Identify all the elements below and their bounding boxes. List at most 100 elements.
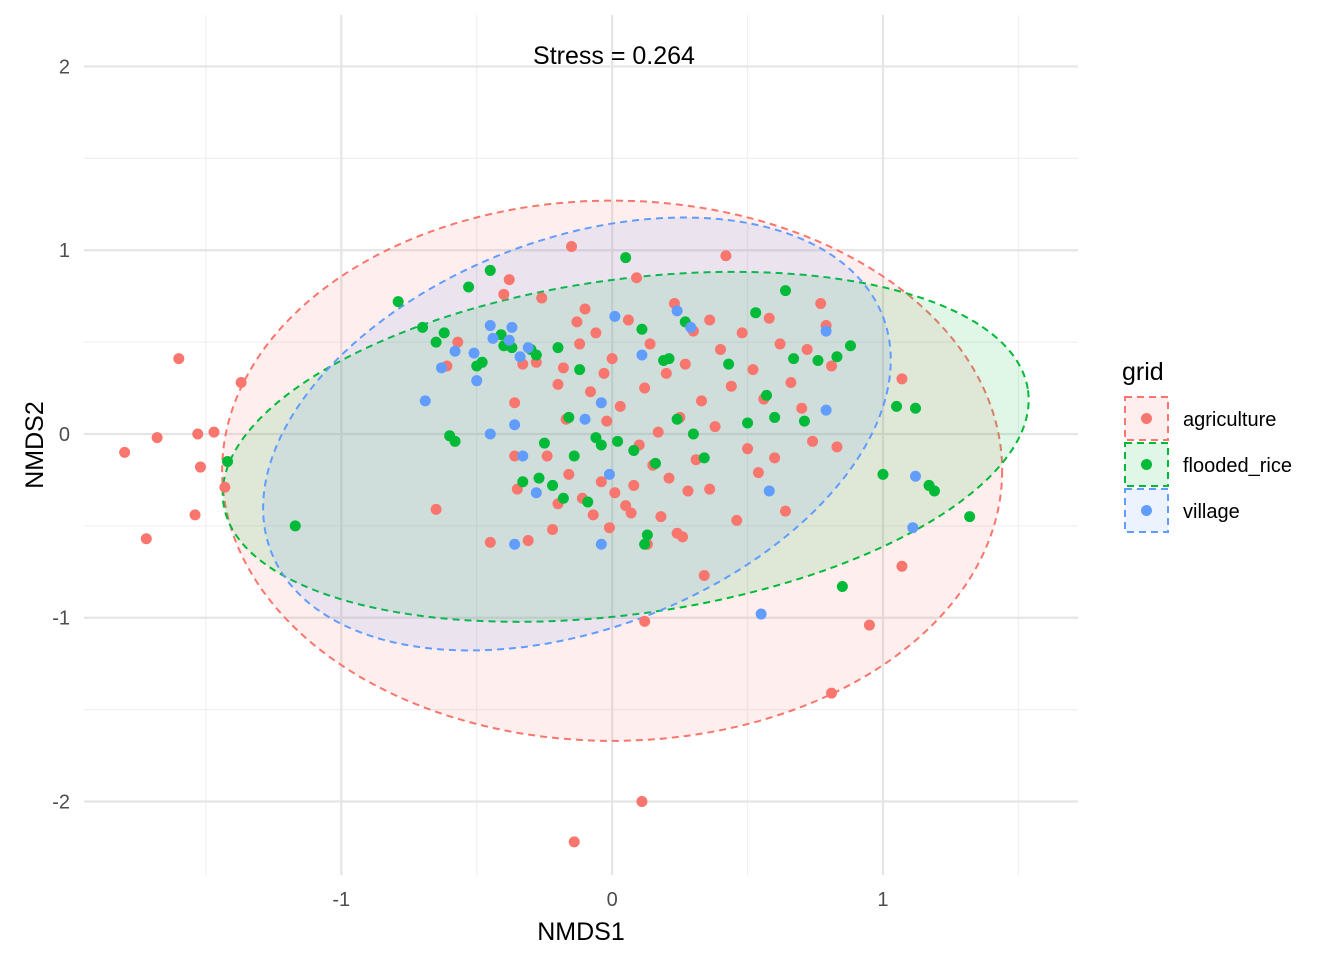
point-agriculture bbox=[785, 377, 797, 389]
point-flooded_rice bbox=[831, 351, 843, 363]
point-flooded_rice bbox=[641, 529, 653, 541]
point-flooded_rice bbox=[430, 336, 442, 348]
point-agriculture bbox=[652, 426, 664, 438]
point-flooded_rice bbox=[639, 538, 651, 550]
point-flooded_rice bbox=[723, 358, 735, 370]
point-flooded_rice bbox=[533, 472, 545, 484]
point-agriculture bbox=[587, 509, 599, 521]
point-agriculture bbox=[863, 619, 875, 631]
point-village bbox=[609, 310, 621, 322]
point-agriculture bbox=[831, 441, 843, 453]
point-agriculture bbox=[484, 536, 496, 548]
point-village bbox=[484, 428, 496, 440]
point-agriculture bbox=[568, 836, 580, 848]
point-flooded_rice bbox=[891, 400, 903, 412]
point-flooded_rice bbox=[877, 468, 889, 480]
point-village bbox=[522, 342, 534, 354]
point-flooded_rice bbox=[222, 456, 234, 468]
point-village bbox=[907, 522, 919, 534]
point-village bbox=[471, 375, 483, 387]
point-flooded_rice bbox=[392, 296, 404, 308]
point-flooded_rice bbox=[909, 402, 921, 414]
point-agriculture bbox=[698, 569, 710, 581]
point-village bbox=[909, 470, 921, 482]
point-agriculture bbox=[660, 367, 672, 379]
point-flooded_rice bbox=[530, 349, 542, 361]
point-agriculture bbox=[736, 327, 748, 339]
point-flooded_rice bbox=[449, 435, 461, 447]
point-agriculture bbox=[571, 316, 583, 328]
x-tick-label: 0 bbox=[607, 889, 618, 911]
y-tick-label: -2 bbox=[52, 791, 70, 813]
point-agriculture bbox=[644, 338, 656, 350]
legend-label-flooded_rice: flooded_rice bbox=[1183, 455, 1292, 477]
point-village bbox=[517, 450, 529, 462]
y-tick-label: -1 bbox=[52, 608, 70, 630]
y-tick-label: 1 bbox=[59, 240, 70, 262]
point-village bbox=[755, 608, 767, 620]
point-agriculture bbox=[194, 461, 206, 473]
x-axis-title: NMDS1 bbox=[537, 918, 625, 946]
point-agriculture bbox=[601, 415, 613, 427]
point-flooded_rice bbox=[574, 364, 586, 376]
point-village bbox=[419, 395, 431, 407]
point-agriculture bbox=[752, 467, 764, 479]
point-village bbox=[484, 320, 496, 332]
point-agriculture bbox=[603, 522, 615, 534]
point-agriculture bbox=[796, 402, 808, 414]
point-flooded_rice bbox=[612, 435, 624, 447]
point-agriculture bbox=[614, 400, 626, 412]
point-village bbox=[449, 345, 461, 357]
point-village bbox=[530, 487, 542, 499]
point-village bbox=[820, 404, 832, 416]
point-agriculture bbox=[631, 272, 643, 284]
point-agriculture bbox=[625, 507, 637, 519]
point-agriculture bbox=[742, 443, 754, 455]
point-flooded_rice bbox=[417, 321, 429, 333]
point-flooded_rice bbox=[568, 450, 580, 462]
point-agriculture bbox=[584, 386, 596, 398]
point-flooded_rice bbox=[769, 411, 781, 423]
point-flooded_rice bbox=[484, 264, 496, 276]
point-flooded_rice bbox=[698, 452, 710, 464]
point-agriculture bbox=[769, 452, 781, 464]
point-agriculture bbox=[677, 531, 689, 543]
point-flooded_rice bbox=[742, 417, 754, 429]
y-tick-label: 0 bbox=[59, 424, 70, 446]
point-village bbox=[595, 397, 607, 409]
point-agriculture bbox=[815, 298, 827, 310]
point-agriculture bbox=[547, 524, 559, 536]
point-agriculture bbox=[235, 377, 247, 389]
legend-label-agriculture: agriculture bbox=[1183, 409, 1276, 431]
point-agriculture bbox=[219, 481, 231, 493]
point-flooded_rice bbox=[620, 252, 632, 264]
point-agriculture bbox=[682, 485, 694, 497]
point-agriculture bbox=[208, 426, 220, 438]
x-axis-ticks: -1 0 1 bbox=[332, 889, 888, 911]
point-flooded_rice bbox=[761, 389, 773, 401]
point-agriculture bbox=[452, 336, 464, 348]
confidence-ellipses bbox=[221, 199, 1030, 742]
x-tick-label: 1 bbox=[877, 889, 888, 911]
point-agriculture bbox=[541, 450, 553, 462]
point-village bbox=[509, 538, 521, 550]
legend-marker-agriculture bbox=[1141, 413, 1152, 424]
point-agriculture bbox=[498, 288, 510, 300]
point-flooded_rice bbox=[476, 356, 488, 368]
legend-item-flooded_rice: flooded_rice bbox=[1124, 442, 1292, 487]
point-flooded_rice bbox=[538, 437, 550, 449]
point-village bbox=[603, 468, 615, 480]
point-agriculture bbox=[747, 364, 759, 376]
point-agriculture bbox=[151, 432, 163, 444]
point-flooded_rice bbox=[663, 353, 675, 365]
point-agriculture bbox=[536, 292, 548, 304]
point-agriculture bbox=[430, 503, 442, 515]
point-agriculture bbox=[826, 360, 838, 372]
point-agriculture bbox=[714, 343, 726, 355]
point-agriculture bbox=[557, 362, 569, 374]
point-village bbox=[436, 362, 448, 374]
point-village bbox=[509, 419, 521, 431]
point-agriculture bbox=[774, 338, 786, 350]
